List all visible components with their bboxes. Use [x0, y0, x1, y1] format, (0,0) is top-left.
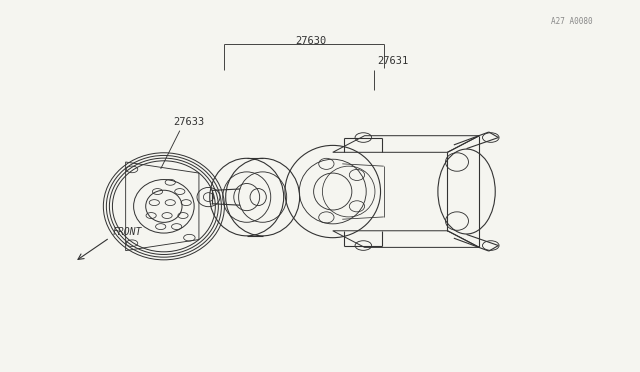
Text: 27631: 27631: [378, 56, 408, 66]
Text: 27630: 27630: [295, 36, 326, 46]
Text: 27633: 27633: [173, 117, 205, 127]
Text: FRONT: FRONT: [113, 227, 142, 237]
Text: A27 A0080: A27 A0080: [551, 17, 593, 26]
